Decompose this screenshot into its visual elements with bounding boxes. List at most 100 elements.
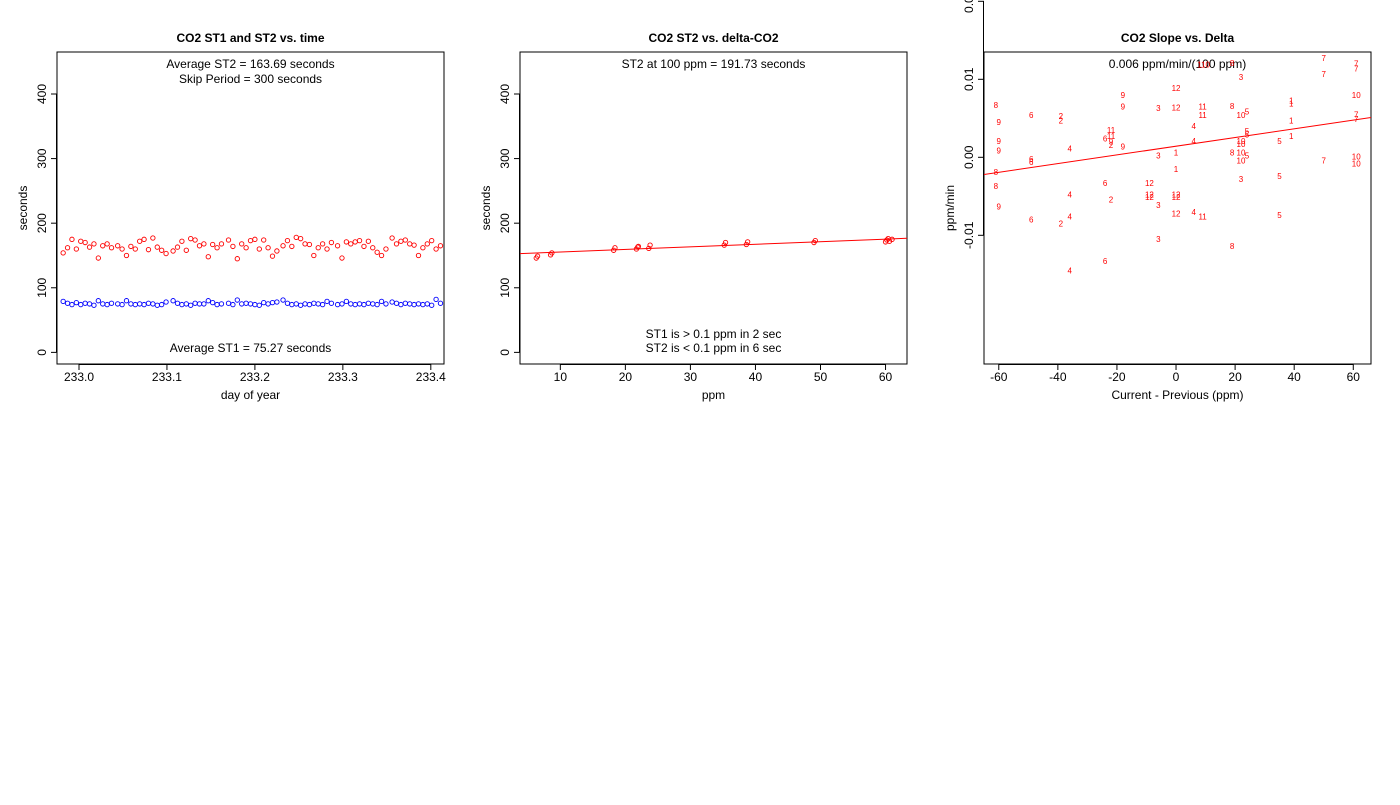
- data-point: [356, 301, 363, 307]
- data-point: [218, 301, 225, 307]
- data-point: [230, 301, 236, 308]
- data-point: [256, 302, 262, 308]
- data-point: [407, 241, 413, 247]
- data-point-label: 5: [1277, 211, 1282, 220]
- x-axis-label: Current - Previous (ppm): [1111, 388, 1243, 402]
- data-point-label: 6: [1029, 111, 1034, 120]
- data-point: [306, 241, 313, 248]
- y-tick-label: 0: [35, 349, 49, 356]
- data-point: [252, 301, 258, 308]
- data-point-label: 2: [1059, 112, 1064, 121]
- data-point: [274, 299, 280, 305]
- data-point: [119, 301, 125, 308]
- data-point-label: 4: [1192, 122, 1197, 131]
- data-point: [205, 254, 211, 260]
- data-point: [378, 252, 385, 259]
- data-point: [145, 300, 152, 306]
- data-point: [884, 237, 890, 243]
- data-point-label: 7: [1322, 70, 1327, 79]
- data-point: [722, 239, 729, 246]
- y-tick-label: 400: [35, 84, 49, 104]
- data-point-label: 3: [1156, 201, 1161, 210]
- x-tick-label: 0: [1173, 370, 1180, 384]
- y-tick-label: -0.01: [962, 221, 976, 249]
- data-point: [128, 301, 134, 307]
- data-point: [183, 301, 189, 307]
- data-point: [647, 242, 653, 248]
- data-point-label: 12: [1145, 191, 1154, 200]
- data-point: [188, 302, 194, 308]
- data-point: [424, 241, 430, 247]
- data-point-label: 4: [1067, 266, 1072, 275]
- x-tick-label: 40: [749, 370, 763, 384]
- data-point: [293, 301, 299, 307]
- data-point: [95, 255, 101, 261]
- data-point-label: 3: [1239, 175, 1244, 184]
- data-point-label: 12: [1172, 84, 1181, 93]
- data-point: [319, 301, 326, 308]
- data-point: [361, 301, 367, 308]
- data-point-label: 6: [1029, 158, 1034, 167]
- data-point: [437, 243, 444, 249]
- data-point: [100, 301, 106, 307]
- data-point: [82, 300, 88, 306]
- data-point-label: 8: [994, 182, 999, 191]
- x-axis-label: day of year: [221, 388, 280, 402]
- data-point: [289, 243, 295, 250]
- data-point-label: 11: [1107, 126, 1116, 135]
- data-point-label: 1: [1289, 117, 1294, 126]
- data-point: [269, 299, 276, 306]
- data-point-label: 10: [1237, 149, 1246, 158]
- data-point: [234, 256, 240, 262]
- data-point: [137, 301, 143, 307]
- data-point-label: 5: [1245, 127, 1250, 136]
- data-point: [374, 301, 380, 308]
- data-point: [352, 239, 358, 245]
- data-point-label: 5: [1245, 152, 1250, 161]
- data-point: [192, 300, 198, 306]
- data-point: [123, 252, 130, 259]
- data-point: [210, 299, 216, 306]
- data-point-label: 9: [1121, 91, 1126, 100]
- data-point: [280, 243, 286, 249]
- data-point-label: 7: [1322, 156, 1327, 165]
- data-point: [100, 243, 106, 249]
- data-point: [411, 301, 417, 308]
- chart-title: CO2 ST1 and ST2 vs. time: [176, 31, 324, 45]
- data-point-label: 10: [1352, 91, 1361, 100]
- data-point: [82, 239, 88, 246]
- data-point: [389, 235, 395, 241]
- x-tick-label: 20: [1228, 370, 1242, 384]
- data-point-label: 5: [1277, 137, 1282, 146]
- data-point: [370, 301, 376, 307]
- data-point-label: 11: [1198, 103, 1207, 112]
- data-point-label: 9: [1121, 142, 1126, 151]
- data-point: [225, 237, 232, 243]
- data-point: [265, 301, 271, 307]
- data-point: [170, 298, 176, 304]
- data-point-label: 3: [1156, 104, 1161, 113]
- data-point-label: 12: [1172, 193, 1181, 202]
- chart-title: CO2 ST2 vs. delta-CO2: [648, 31, 778, 45]
- data-point: [73, 299, 80, 306]
- data-point: [91, 241, 97, 247]
- data-point: [210, 241, 216, 248]
- data-point: [339, 301, 345, 307]
- y-tick-label: 300: [498, 148, 512, 168]
- data-point: [297, 236, 304, 242]
- y-tick-label: 0.00: [962, 145, 976, 169]
- data-point: [174, 244, 181, 250]
- x-tick-label: 233.2: [240, 370, 270, 384]
- data-point: [635, 244, 641, 250]
- y-tick-label: 0.02: [962, 0, 976, 13]
- data-point: [415, 252, 422, 259]
- data-point-label: 12: [1172, 103, 1181, 112]
- plot-annotation: Skip Period = 300 seconds: [179, 72, 322, 86]
- data-point: [163, 299, 169, 305]
- data-point: [196, 243, 203, 249]
- data-point-label: 9: [1109, 138, 1114, 147]
- data-point-label: 12: [1145, 179, 1154, 188]
- x-tick-label: 20: [619, 370, 633, 384]
- data-point-label: 12: [1172, 191, 1181, 200]
- x-tick-label: -60: [990, 370, 1008, 384]
